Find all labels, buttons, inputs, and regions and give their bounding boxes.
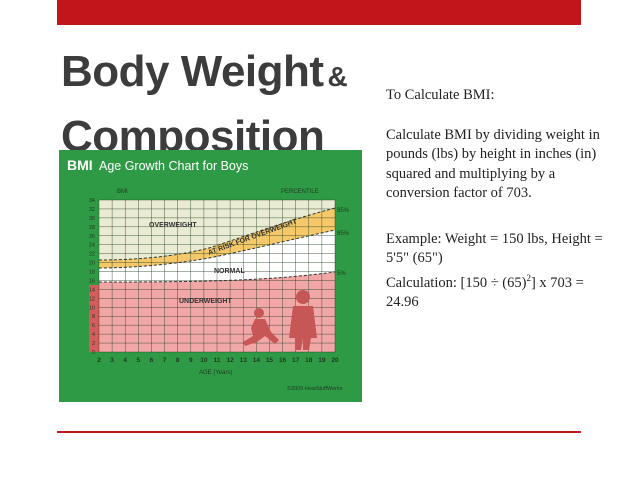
y-tick-label: 28 — [89, 225, 95, 231]
x-tick-label: 10 — [200, 357, 208, 364]
x-tick-label: 16 — [279, 357, 287, 364]
x-tick-label: 9 — [189, 357, 193, 364]
bmi-calculation: Calculation: [150 ÷ (65)2] x 703 = 24.96 — [386, 269, 616, 313]
y-tick-label: 14 — [89, 287, 95, 293]
zone-underweight-label: UNDERWEIGHT — [179, 298, 232, 305]
y-axis-title: BMI — [117, 189, 128, 195]
x-tick-label: 14 — [253, 357, 261, 364]
calculation-suffix: ] x 703 = 24.96 — [386, 274, 584, 310]
y-tick-label: 30 — [89, 216, 95, 222]
bmi-example: Example: Weight = 150 lbs, Height = 5'5"… — [386, 230, 603, 267]
x-tick-label: 15 — [266, 357, 274, 364]
chart-header-text: Age Growth Chart for Boys — [99, 159, 248, 173]
calculation-exponent: 2 — [526, 272, 531, 283]
top-accent-bar — [57, 0, 581, 25]
bottom-accent-line — [57, 431, 581, 433]
zone-normal-label: NORMAL — [214, 268, 245, 275]
y-tick-label: 32 — [89, 207, 95, 213]
y-tick-label: 20 — [89, 261, 95, 267]
calculation-prefix: Calculation: [150 ÷ (65) — [386, 274, 527, 291]
bmi-instructions: To Calculate BMI: Calculate BMI by divid… — [386, 86, 616, 312]
bmi-growth-chart-image: BMI Age Growth Chart for Boys OVERWEIGHT… — [59, 150, 362, 402]
y-tick-label: 24 — [89, 243, 95, 249]
y-tick-label: 8 — [92, 314, 95, 320]
y-tick-label: 18 — [89, 270, 95, 276]
x-axis-title: AGE (Years) — [199, 370, 232, 376]
x-tick-label: 12 — [226, 357, 234, 364]
bmi-description: Calculate BMI by dividing weight in poun… — [386, 126, 600, 202]
percentile-5-line — [98, 271, 336, 283]
y-tick-label: 6 — [92, 323, 95, 329]
x-tick-label: 13 — [240, 357, 248, 364]
x-tick-label: 7 — [163, 357, 167, 364]
chart-header-bold: BMI — [67, 157, 93, 173]
silhouettes-image — [243, 290, 317, 350]
y-tick-label: 10 — [89, 305, 95, 311]
x-tick-label: 6 — [150, 357, 154, 364]
zone-overweight-label: OVERWEIGHT — [149, 222, 197, 229]
x-tick-label: 4 — [123, 357, 127, 364]
x-tick-label: 3 — [110, 357, 114, 364]
y-tick-label: 26 — [89, 234, 95, 240]
x-tick-label: 11 — [214, 357, 221, 364]
percentile-5-label: 5% — [337, 271, 346, 277]
x-tick-labels: 2 3 4 5 6 7 8 9 10 11 12 13 14 15 16 17 18 19 20 — [97, 357, 339, 364]
bmi-heading: To Calculate BMI: — [386, 87, 495, 103]
zone-normal — [99, 230, 335, 282]
x-tick-label: 5 — [137, 357, 141, 364]
x-tick-label: 8 — [176, 357, 180, 364]
y-tick-label: 4 — [92, 332, 95, 338]
percentile-95-label: 95% — [337, 208, 350, 214]
y-tick-label: 22 — [89, 252, 95, 258]
y-tick-label: 12 — [89, 296, 95, 302]
percentile-95-line — [98, 207, 336, 261]
x-tick-label: 2 — [97, 357, 101, 364]
percentile-85-line — [98, 229, 336, 269]
title-line1: Body Weight — [61, 47, 324, 96]
y-tick-label: 34 — [89, 198, 95, 204]
title-ampersand: & — [327, 61, 348, 92]
x-tick-label: 17 — [292, 357, 300, 364]
x-tick-label: 19 — [318, 357, 326, 364]
x-tick-label: 18 — [305, 357, 313, 364]
axis-band — [89, 285, 99, 352]
chart-credit: ©2005 HowStuffWorks — [287, 385, 343, 392]
x-tick-label: 20 — [331, 357, 339, 364]
chart-grid — [98, 199, 336, 353]
y-tick-label: 0 — [92, 350, 95, 356]
percentile-85-label: 85% — [337, 231, 350, 237]
percentile-title: PERCENTILE — [281, 189, 319, 195]
y-tick-label: 2 — [92, 341, 95, 347]
y-tick-label: 16 — [89, 278, 95, 284]
